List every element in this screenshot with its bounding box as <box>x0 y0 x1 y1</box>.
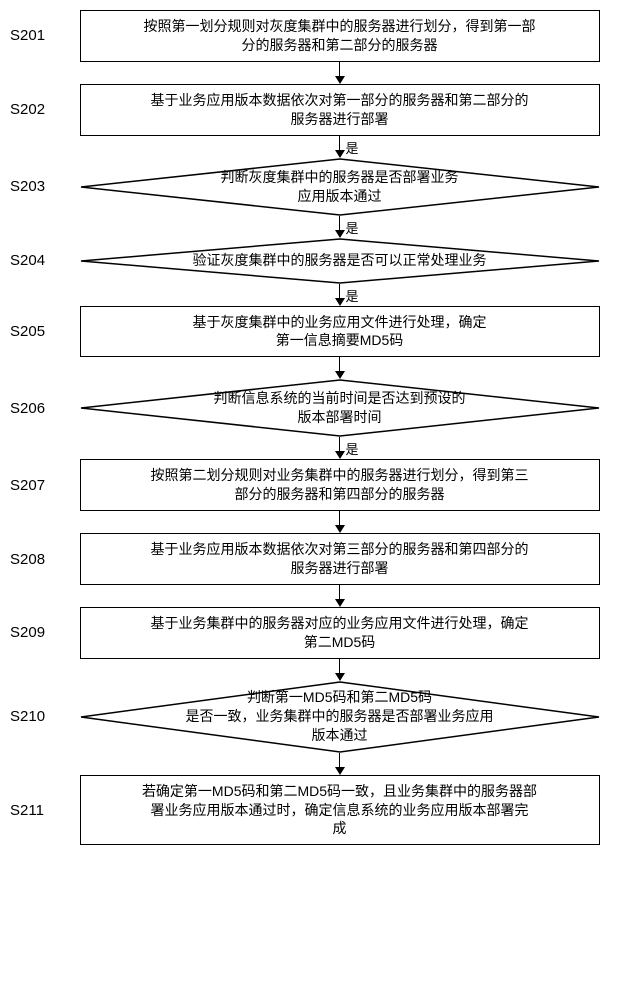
arrow-down-icon <box>70 284 609 306</box>
step-row-s210: S210 判断第一MD5码和第二MD5码是否一致，业务集群中的服务器是否部署业务… <box>10 681 609 753</box>
shape-area: 判断灰度集群中的服务器是否部署业务应用版本通过 <box>70 158 609 216</box>
arrow-row <box>10 659 609 681</box>
arrow-row <box>10 357 609 379</box>
arrow-down-icon <box>70 659 609 681</box>
arrow-row: 是 <box>10 284 609 306</box>
arrow-row: 是 <box>10 216 609 238</box>
arrow-down-icon <box>70 437 609 459</box>
shape-area: 基于业务应用版本数据依次对第一部分的服务器和第二部分的服务器进行部署 <box>70 84 609 136</box>
step-label: S205 <box>10 323 70 340</box>
decision-diamond: 判断灰度集群中的服务器是否部署业务应用版本通过 <box>80 158 600 216</box>
arrow-down-icon <box>70 753 609 775</box>
arrow-row: 是 <box>10 136 609 158</box>
step-row-s204: S204 验证灰度集群中的服务器是否可以正常处理业务 <box>10 238 609 284</box>
step-row-s207: S207 按照第二划分规则对业务集群中的服务器进行划分，得到第三部分的服务器和第四… <box>10 459 609 511</box>
step-label: S209 <box>10 624 70 641</box>
process-box: 按照第一划分规则对灰度集群中的服务器进行划分，得到第一部分的服务器和第二部分的服… <box>80 10 600 62</box>
step-row-s203: S203 判断灰度集群中的服务器是否部署业务应用版本通过 <box>10 158 609 216</box>
process-box: 基于业务集群中的服务器对应的业务应用文件进行处理，确定第二MD5码 <box>80 607 600 659</box>
shape-area: 验证灰度集群中的服务器是否可以正常处理业务 <box>70 238 609 284</box>
shape-area: 判断第一MD5码和第二MD5码是否一致，业务集群中的服务器是否部署业务应用版本通… <box>70 681 609 753</box>
decision-diamond: 判断第一MD5码和第二MD5码是否一致，业务集群中的服务器是否部署业务应用版本通… <box>80 681 600 753</box>
step-row-s202: S202 基于业务应用版本数据依次对第一部分的服务器和第二部分的服务器进行部署 <box>10 84 609 136</box>
step-row-s211: S211 若确定第一MD5码和第二MD5码一致，且业务集群中的服务器部署业务应用版… <box>10 775 609 846</box>
shape-area: 判断信息系统的当前时间是否达到预设的版本部署时间 <box>70 379 609 437</box>
step-label: S210 <box>10 708 70 725</box>
step-row-s209: S209 基于业务集群中的服务器对应的业务应用文件进行处理，确定第二MD5码 <box>10 607 609 659</box>
decision-diamond: 判断信息系统的当前时间是否达到预设的版本部署时间 <box>80 379 600 437</box>
step-row-s208: S208 基于业务应用版本数据依次对第三部分的服务器和第四部分的服务器进行部署 <box>10 533 609 585</box>
shape-area: 若确定第一MD5码和第二MD5码一致，且业务集群中的服务器部署业务应用版本通过时… <box>70 775 609 846</box>
step-label: S204 <box>10 252 70 269</box>
arrow-row: 是 <box>10 437 609 459</box>
process-box: 按照第二划分规则对业务集群中的服务器进行划分，得到第三部分的服务器和第四部分的服… <box>80 459 600 511</box>
shape-area: 按照第二划分规则对业务集群中的服务器进行划分，得到第三部分的服务器和第四部分的服… <box>70 459 609 511</box>
arrow-down-icon <box>70 216 609 238</box>
step-label: S203 <box>10 178 70 195</box>
shape-area: 按照第一划分规则对灰度集群中的服务器进行划分，得到第一部分的服务器和第二部分的服… <box>70 10 609 62</box>
step-label: S208 <box>10 551 70 568</box>
decision-diamond: 验证灰度集群中的服务器是否可以正常处理业务 <box>80 238 600 284</box>
arrow-down-icon <box>70 585 609 607</box>
step-row-s201: S201 按照第一划分规则对灰度集群中的服务器进行划分，得到第一部分的服务器和第二… <box>10 10 609 62</box>
arrow-row <box>10 511 609 533</box>
shape-area: 基于灰度集群中的业务应用文件进行处理，确定第一信息摘要MD5码 <box>70 306 609 358</box>
arrow-down-icon <box>70 136 609 158</box>
step-row-s206: S206 判断信息系统的当前时间是否达到预设的版本部署时间 <box>10 379 609 437</box>
arrow-down-icon <box>70 357 609 379</box>
arrow-down-icon <box>70 511 609 533</box>
step-label: S206 <box>10 400 70 417</box>
arrow-down-icon <box>70 62 609 84</box>
process-box: 基于灰度集群中的业务应用文件进行处理，确定第一信息摘要MD5码 <box>80 306 600 358</box>
step-label: S207 <box>10 477 70 494</box>
arrow-row <box>10 585 609 607</box>
flowchart-container: S201 按照第一划分规则对灰度集群中的服务器进行划分，得到第一部分的服务器和第二… <box>10 10 609 845</box>
step-label: S211 <box>10 802 70 819</box>
step-label: S201 <box>10 27 70 44</box>
arrow-row <box>10 62 609 84</box>
process-box: 基于业务应用版本数据依次对第三部分的服务器和第四部分的服务器进行部署 <box>80 533 600 585</box>
shape-area: 基于业务应用版本数据依次对第三部分的服务器和第四部分的服务器进行部署 <box>70 533 609 585</box>
step-row-s205: S205 基于灰度集群中的业务应用文件进行处理，确定第一信息摘要MD5码 <box>10 306 609 358</box>
process-box: 基于业务应用版本数据依次对第一部分的服务器和第二部分的服务器进行部署 <box>80 84 600 136</box>
arrow-row <box>10 753 609 775</box>
step-label: S202 <box>10 101 70 118</box>
shape-area: 基于业务集群中的服务器对应的业务应用文件进行处理，确定第二MD5码 <box>70 607 609 659</box>
process-box: 若确定第一MD5码和第二MD5码一致，且业务集群中的服务器部署业务应用版本通过时… <box>80 775 600 846</box>
